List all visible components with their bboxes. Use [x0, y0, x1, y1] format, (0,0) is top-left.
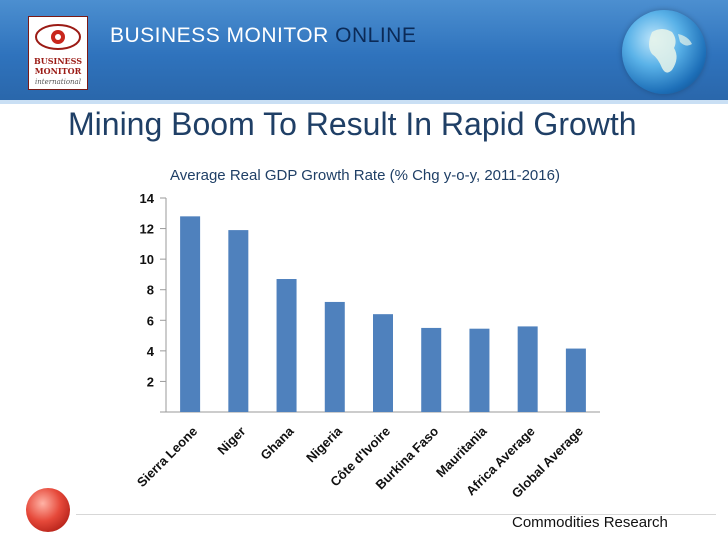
globe-icon	[622, 10, 706, 94]
slide-title: Mining Boom To Result In Rapid Growth	[68, 106, 637, 142]
x-tick-label: Nigeria	[303, 423, 345, 465]
eye-logo-icon	[35, 24, 81, 50]
bmi-logo: BUSINESS MONITOR international	[28, 16, 88, 90]
x-tick-label: Sierra Leone	[134, 424, 200, 490]
bar-africa-average	[517, 326, 538, 412]
y-tick-label: 2	[147, 374, 154, 389]
y-tick-label: 10	[140, 252, 154, 267]
logo-line-3: international	[35, 78, 81, 86]
header-bar: BUSINESS MONITOR international BUSINESS …	[0, 0, 728, 100]
gdp-bar-chart: Average Real GDP Growth Rate (% Chg y-o-…	[134, 167, 600, 501]
globe-continents	[649, 29, 692, 73]
logo-line-2: MONITOR	[34, 66, 82, 76]
brand-part-2: ONLINE	[335, 24, 417, 47]
bar-c-te-d-ivoire	[373, 314, 393, 412]
x-tick-label: Ghana	[257, 423, 297, 463]
y-tick-label: 14	[140, 191, 155, 206]
bar-mauritania	[469, 328, 490, 412]
footer-globe-icon	[26, 488, 70, 532]
footer-text: Commodities Research	[512, 514, 668, 531]
header-underline	[0, 100, 728, 104]
brand-name: BUSINESS MONITOR ONLINE	[110, 24, 416, 48]
x-tick-label: Niger	[214, 424, 248, 458]
bar-sierra-leone	[180, 216, 201, 412]
logo-line-1: BUSINESS	[33, 56, 83, 66]
y-tick-label: 12	[140, 222, 154, 237]
y-tick-label: 8	[147, 283, 154, 298]
chart-title: Average Real GDP Growth Rate (% Chg y-o-…	[170, 167, 560, 184]
brand-part-1: BUSINESS MONITOR	[110, 24, 329, 47]
y-tick-label: 6	[147, 313, 154, 328]
bar-niger	[228, 230, 249, 412]
y-tick-label: 4	[147, 344, 155, 359]
footer-divider	[76, 514, 716, 515]
bar-ghana	[276, 279, 297, 412]
bar-global-average	[565, 348, 586, 412]
bar-burkina-faso	[421, 327, 442, 412]
bar-nigeria	[324, 301, 345, 412]
